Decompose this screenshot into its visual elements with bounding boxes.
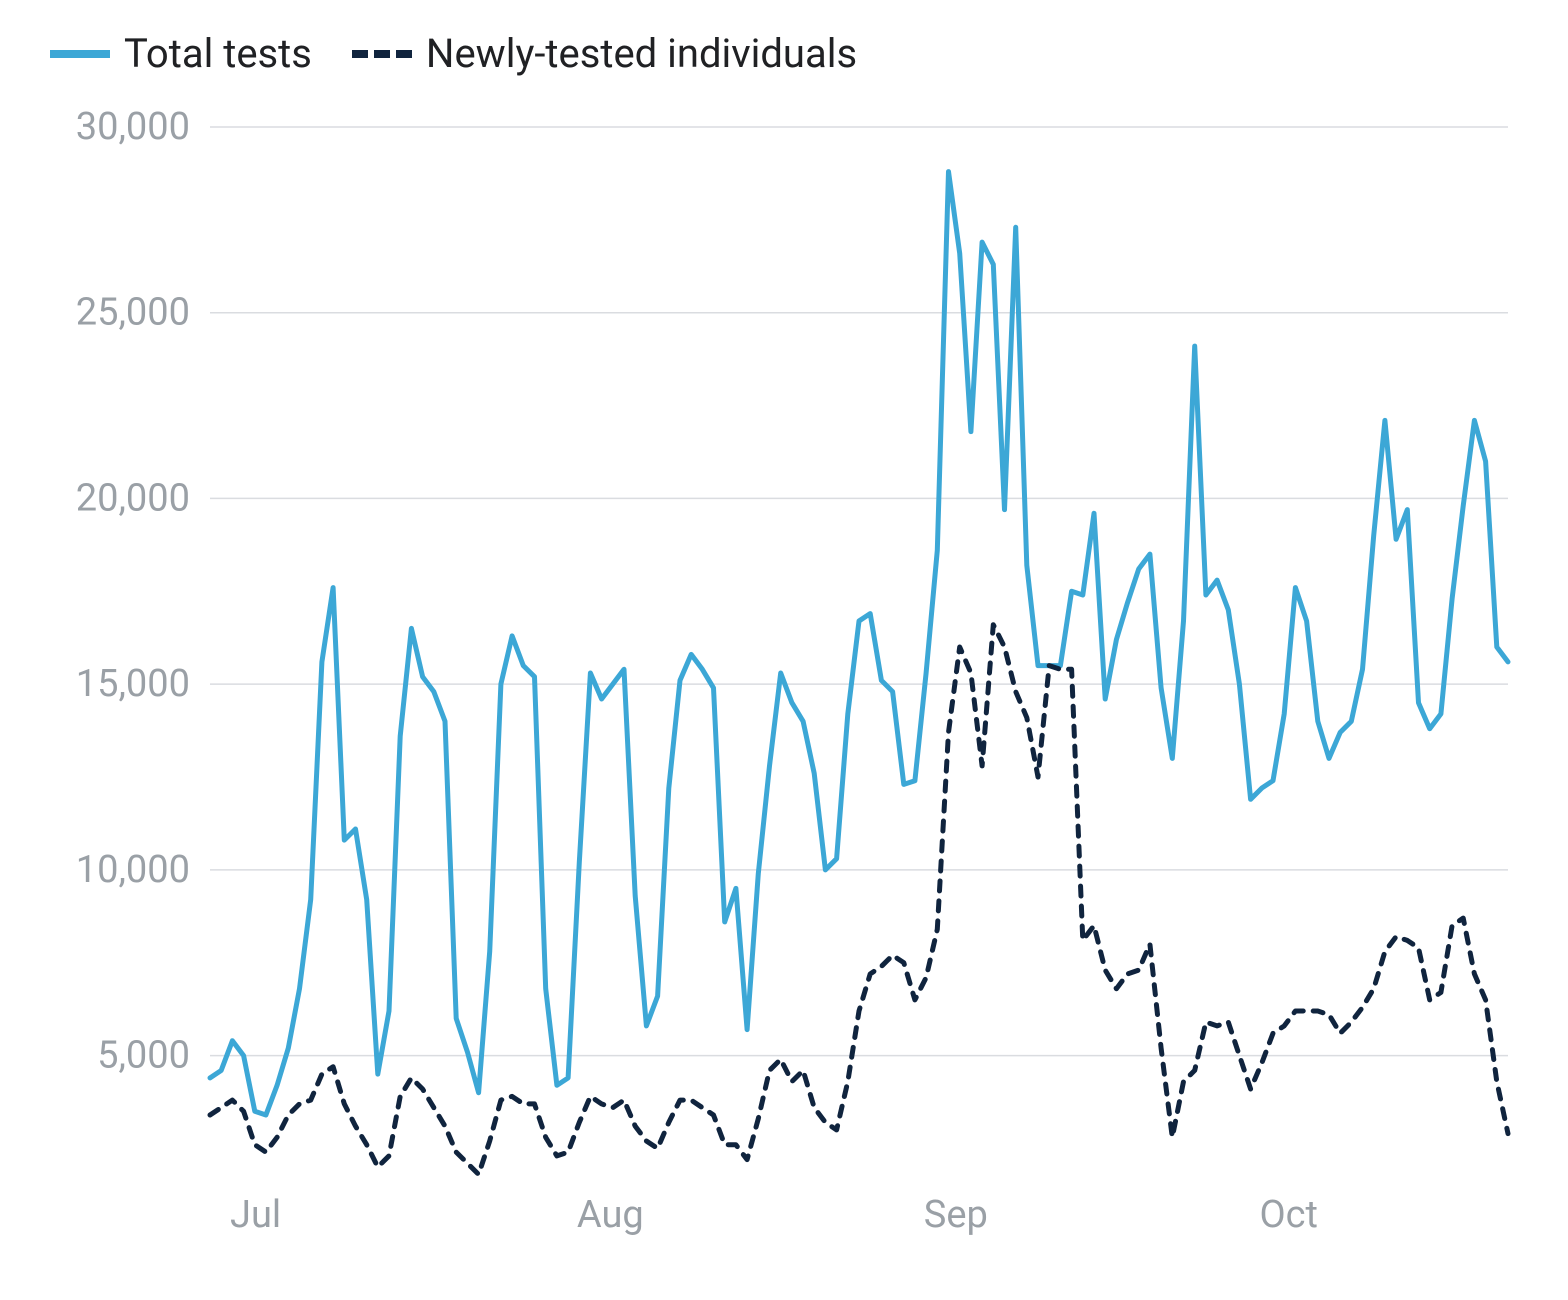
y-tick-label: 30,000: [76, 107, 190, 149]
y-tick-label: 25,000: [76, 291, 190, 335]
y-tick-label: 15,000: [76, 662, 190, 706]
x-tick-label: Aug: [577, 1193, 644, 1237]
testing-line-chart: Total tests Newly-tested individuals 5,0…: [0, 0, 1568, 1300]
x-tick-label: Jul: [230, 1193, 281, 1237]
x-tick-label: Sep: [924, 1193, 988, 1237]
y-tick-label: 10,000: [76, 848, 190, 892]
y-axis-labels: 5,000 10,000 15,000 20,000 25,000 30,000: [76, 107, 190, 1078]
legend-item-newly-tested: Newly-tested individuals: [352, 30, 857, 77]
y-tick-label: 5,000: [97, 1034, 190, 1078]
gridlines: [210, 127, 1508, 1056]
legend-item-total-tests: Total tests: [50, 30, 312, 77]
y-tick-label: 20,000: [76, 476, 190, 520]
legend-label: Total tests: [124, 30, 312, 77]
series-lines: [210, 172, 1508, 1175]
legend: Total tests Newly-tested individuals: [40, 30, 1528, 77]
chart-plot-area: 5,000 10,000 15,000 20,000 25,000 30,000 Jul A…: [40, 107, 1528, 1267]
legend-swatch-total-tests: [50, 50, 110, 58]
legend-swatch-newly-tested: [352, 50, 412, 58]
x-tick-label: Oct: [1259, 1193, 1317, 1237]
legend-label: Newly-tested individuals: [426, 30, 857, 77]
x-axis-labels: Jul Aug Sep Oct: [230, 1193, 1318, 1237]
